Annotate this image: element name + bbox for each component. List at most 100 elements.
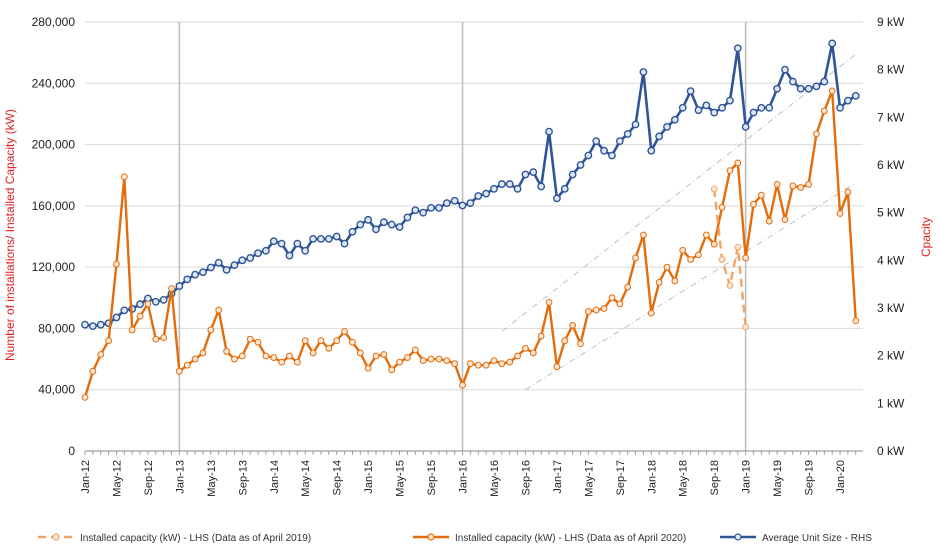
data-point <box>81 320 89 329</box>
x-tick-label: Sep-18 <box>709 460 721 495</box>
y-axis-right-label: Cpacity <box>919 217 933 257</box>
x-tick-label: Jan-16 <box>458 460 470 494</box>
data-point <box>175 367 183 375</box>
data-point <box>773 84 782 93</box>
data-point <box>419 208 428 217</box>
data-point <box>356 220 365 229</box>
data-point <box>435 203 443 212</box>
data-point <box>789 182 797 190</box>
data-point <box>309 349 317 357</box>
x-tick-label: Jan-14 <box>269 460 281 494</box>
data-point <box>537 332 545 340</box>
data-point <box>379 218 388 227</box>
data-point <box>183 275 192 284</box>
data-point <box>718 103 726 112</box>
y-left-tick-label: 200,000 <box>32 138 76 152</box>
data-point <box>395 223 404 231</box>
x-tick-label: Jan-13 <box>174 460 186 494</box>
data-point <box>805 181 812 188</box>
x-tick-label: Sep-12 <box>143 460 155 495</box>
x-tick-label: May-19 <box>772 460 784 497</box>
data-point <box>136 312 144 320</box>
data-point <box>309 234 317 243</box>
data-point <box>765 217 773 225</box>
x-tick-label: Sep-19 <box>804 460 816 495</box>
data-point <box>340 239 349 248</box>
data-point <box>490 357 498 365</box>
data-point <box>505 180 514 188</box>
data-point <box>640 231 647 239</box>
data-point <box>514 352 521 360</box>
data-point <box>97 351 105 358</box>
y-right-tick-label: 3 kW <box>877 301 905 315</box>
data-point <box>442 199 451 208</box>
data-point <box>663 122 671 131</box>
data-point <box>568 170 577 179</box>
data-point <box>820 77 829 86</box>
data-point <box>608 151 616 160</box>
data-point <box>152 335 160 343</box>
x-tick-label: May-16 <box>489 460 501 497</box>
data-point <box>238 352 246 360</box>
data-point <box>387 220 396 229</box>
data-point <box>553 194 561 203</box>
y-right-tick-label: 7 kW <box>877 110 905 124</box>
data-point <box>144 300 152 308</box>
data-point <box>788 77 797 86</box>
data-point <box>561 337 569 345</box>
data-point <box>615 137 624 146</box>
data-point <box>670 115 679 124</box>
data-point <box>584 151 593 160</box>
data-point <box>813 130 820 138</box>
data-point <box>647 309 655 317</box>
data-point <box>466 199 475 208</box>
y-right-tick-label: 2 kW <box>877 349 905 363</box>
data-point <box>332 232 341 241</box>
data-point <box>631 120 640 129</box>
data-point <box>741 122 750 131</box>
data-point <box>749 108 758 117</box>
data-point <box>710 185 718 193</box>
data-point <box>679 246 687 254</box>
y-left-tick-label: 80,000 <box>38 321 75 335</box>
data-point <box>388 366 396 374</box>
data-point <box>435 355 443 363</box>
y-left-tick-label: 40,000 <box>38 383 75 397</box>
data-point <box>246 254 255 262</box>
data-point <box>270 354 278 361</box>
data-point <box>663 263 671 271</box>
data-point <box>687 256 695 263</box>
data-point <box>584 308 592 315</box>
data-point <box>277 239 286 248</box>
data-point <box>356 349 364 357</box>
data-point <box>702 101 711 110</box>
data-point <box>498 360 506 368</box>
data-point <box>348 227 357 236</box>
legend-item: Installed capacity (kW) - LHS (Data as o… <box>413 533 686 544</box>
data-point <box>576 161 585 169</box>
data-point <box>419 357 427 365</box>
data-point <box>521 170 530 179</box>
data-point <box>529 168 538 177</box>
data-point <box>592 306 600 314</box>
data-point <box>159 295 168 304</box>
data-point <box>372 352 380 360</box>
legend-label: Installed capacity (kW) - LHS (Data as o… <box>455 533 686 544</box>
data-point <box>301 337 309 345</box>
data-point <box>608 294 616 302</box>
data-point <box>506 358 514 366</box>
data-point <box>293 239 302 248</box>
data-point <box>231 355 238 363</box>
y-right-tick-label: 6 kW <box>877 158 905 172</box>
x-tick-label: Jan-19 <box>741 460 753 494</box>
data-point <box>341 328 348 335</box>
data-point <box>844 96 852 105</box>
y-left-tick-label: 280,000 <box>32 15 76 29</box>
data-point <box>214 258 223 267</box>
data-point <box>443 357 451 365</box>
data-point <box>820 107 828 115</box>
data-point <box>191 355 199 363</box>
data-point <box>623 130 632 138</box>
data-point <box>168 285 175 292</box>
